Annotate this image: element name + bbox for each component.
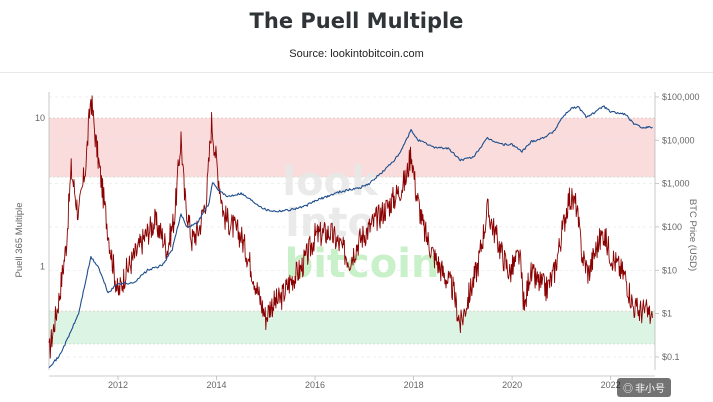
left-tick-label: 10 bbox=[35, 113, 45, 123]
x-tick-label: 2022 bbox=[601, 380, 621, 390]
right-tick-label: $0.1 bbox=[662, 352, 680, 362]
right-tick-label: $100 bbox=[662, 222, 682, 232]
chart-title: The Puell Multiple bbox=[249, 9, 464, 33]
puell-multiple-line bbox=[48, 95, 653, 359]
axes: 1 10 $0.1 $1 $10 $100 $1,000 $10,000 $100,000 201… bbox=[35, 92, 700, 390]
series-group bbox=[48, 95, 653, 368]
x-tick-label: 2020 bbox=[502, 380, 522, 390]
header-divider bbox=[0, 72, 713, 73]
watermark-line-1: look bbox=[282, 159, 379, 205]
x-tick-label: 2014 bbox=[206, 380, 226, 390]
undervalued-band bbox=[49, 311, 655, 344]
source-badge: ◎ 非小号 bbox=[617, 378, 672, 397]
right-tick-label: $100,000 bbox=[662, 92, 700, 102]
x-tick-label: 2016 bbox=[305, 380, 325, 390]
overvalued-band bbox=[49, 118, 655, 178]
right-tick-label: $10 bbox=[662, 265, 677, 275]
right-tick-label: $10,000 bbox=[662, 135, 695, 145]
x-tick-label: 2018 bbox=[404, 380, 424, 390]
btc-price-line bbox=[48, 105, 653, 368]
chart-subtitle: Source: lookintobitcoin.com bbox=[289, 48, 424, 60]
right-tick-label: $1,000 bbox=[662, 179, 690, 189]
watermark: look Into bitcoin bbox=[282, 159, 439, 287]
x-tick-label: 2012 bbox=[108, 380, 128, 390]
y-axis-right-label: BTC Price (USD) bbox=[687, 199, 698, 271]
y-axis-left-label: Puell 365 Multiple bbox=[14, 203, 25, 278]
left-tick-label: 1 bbox=[40, 261, 45, 271]
right-tick-label: $1 bbox=[662, 309, 672, 319]
valuation-bands bbox=[49, 117, 655, 345]
